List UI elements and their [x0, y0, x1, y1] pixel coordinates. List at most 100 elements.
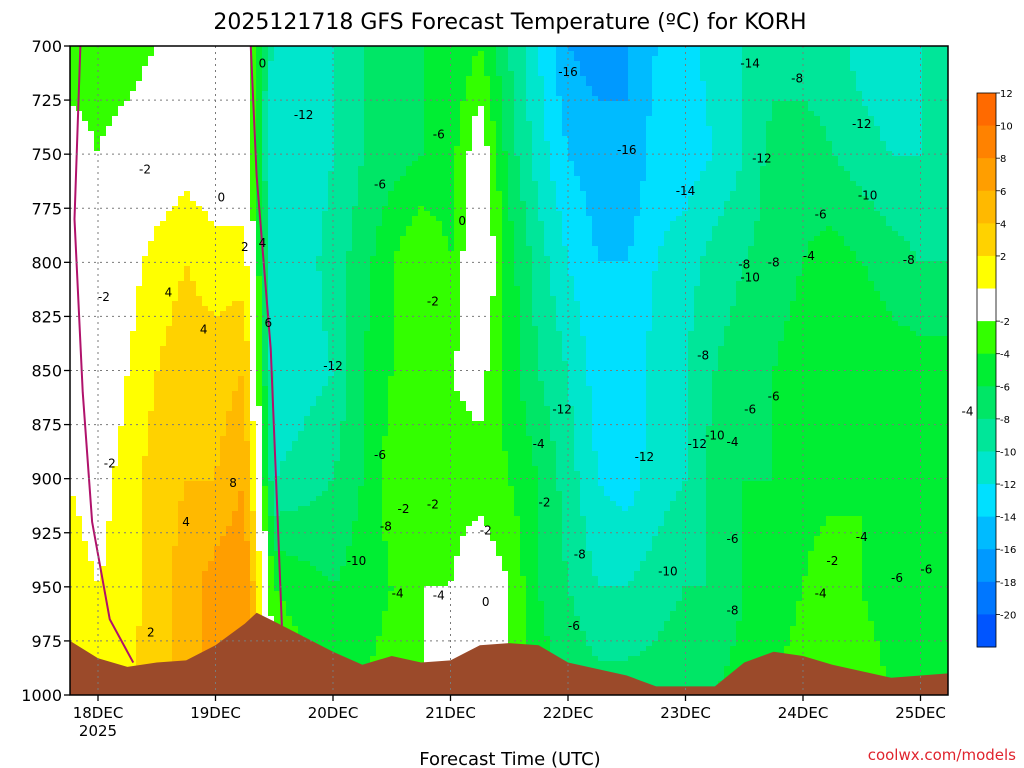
heat-cell [76, 386, 83, 392]
heat-cell [88, 346, 95, 352]
heat-cell [232, 136, 239, 142]
heat-cell [262, 131, 269, 137]
heat-cell [256, 241, 263, 247]
heat-cell [124, 206, 131, 212]
heat-cell [262, 176, 269, 182]
heat-cell [202, 181, 209, 187]
heat-cell [76, 206, 83, 212]
heat-cell [178, 106, 185, 112]
heat-cell [94, 561, 101, 567]
heat-cell [214, 611, 221, 617]
heat-cell [292, 111, 299, 117]
heat-cell [112, 421, 119, 427]
heat-cell [100, 611, 107, 617]
heat-cell [160, 556, 167, 562]
heat-cell [136, 366, 143, 372]
heat-cell [256, 81, 263, 87]
heat-cell [94, 356, 101, 362]
heat-cell [280, 171, 287, 177]
heat-cell [148, 86, 155, 92]
heat-cell [196, 611, 203, 617]
heat-cell [76, 521, 83, 527]
heat-cell [232, 506, 239, 512]
heat-cell [286, 431, 293, 437]
heat-cell [76, 581, 83, 587]
heat-cell [142, 326, 149, 332]
heat-cell [232, 471, 239, 477]
heat-cell [208, 446, 215, 452]
heat-cell [238, 471, 245, 477]
heat-cell [106, 516, 113, 522]
heat-cell [112, 116, 119, 122]
heat-cell [214, 306, 221, 312]
heat-cell [190, 46, 197, 52]
heat-cell [292, 351, 299, 357]
heat-cell [190, 276, 197, 282]
heat-cell [172, 441, 179, 447]
heat-cell [184, 191, 191, 197]
heat-cell [88, 201, 95, 207]
heat-cell [238, 356, 245, 362]
heat-cell [274, 576, 281, 582]
heat-cell [250, 511, 257, 517]
heat-cell [274, 581, 281, 587]
heat-cell [226, 111, 233, 117]
heat-cell [286, 71, 293, 77]
heat-cell [208, 186, 215, 192]
heat-cell [262, 261, 269, 267]
heat-cell [160, 626, 167, 632]
heat-cell [88, 241, 95, 247]
heat-cell [82, 411, 89, 417]
heat-cell [166, 176, 173, 182]
heat-cell [148, 471, 155, 477]
heat-cell [124, 341, 131, 347]
heat-cell [268, 571, 275, 577]
heat-cell [118, 621, 125, 627]
heat-cell [160, 656, 167, 662]
heat-cell [106, 461, 113, 467]
heat-cell [76, 246, 83, 252]
heat-cell [142, 366, 149, 372]
heat-cell [190, 646, 197, 652]
heat-cell [82, 596, 89, 602]
heat-cell [76, 561, 83, 567]
heat-cell [184, 281, 191, 287]
heat-cell [70, 56, 77, 62]
heat-cell [94, 401, 101, 407]
heat-cell [124, 216, 131, 222]
heat-cell [142, 526, 149, 532]
heat-cell [100, 246, 107, 252]
heat-cell [142, 241, 149, 247]
heat-cell [154, 601, 161, 607]
heat-cell [148, 456, 155, 462]
heat-cell [160, 471, 167, 477]
heat-cell [76, 536, 83, 542]
heat-cell [178, 236, 185, 242]
heat-cell [88, 406, 95, 412]
heat-cell [226, 176, 233, 182]
heat-cell [238, 136, 245, 142]
heat-cell [100, 231, 107, 237]
heat-cell [94, 346, 101, 352]
heat-cell [238, 161, 245, 167]
heat-cell [184, 541, 191, 547]
heat-cell [298, 136, 305, 142]
heat-cell [214, 481, 221, 487]
heat-cell [154, 296, 161, 302]
heat-cell [196, 251, 203, 257]
heat-cell [256, 156, 263, 162]
heat-cell [238, 596, 245, 602]
heat-cell [178, 306, 185, 312]
heat-cell [214, 56, 221, 62]
heat-cell [202, 76, 209, 82]
heat-cell [106, 336, 113, 342]
heat-cell [124, 176, 131, 182]
heat-cell [178, 526, 185, 532]
heat-cell [292, 151, 299, 157]
heat-cell [280, 361, 287, 367]
heat-cell [256, 336, 263, 342]
heat-cell [154, 171, 161, 177]
heat-cell [226, 236, 233, 242]
heat-cell [124, 286, 131, 292]
heat-cell [292, 396, 299, 402]
